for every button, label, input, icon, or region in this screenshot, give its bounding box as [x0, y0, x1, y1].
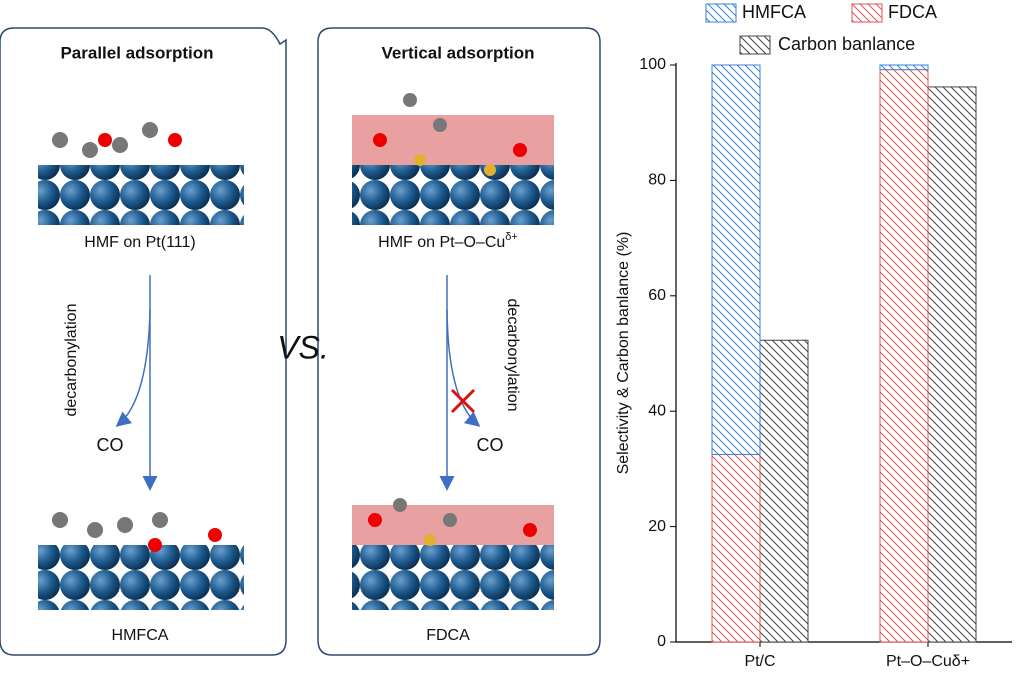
y-tick-label: 40 [648, 402, 666, 419]
legend-label: HMFCA [742, 2, 806, 22]
y-tick-label: 80 [648, 172, 666, 189]
label: HMF on Pt(111) [84, 234, 195, 251]
legend-swatch [739, 35, 771, 55]
superscript: δ+ [505, 231, 518, 243]
panel-title: Parallel adsorption [60, 43, 213, 62]
y-axis-title: Selectivity & Carbon banlance (%) [615, 232, 632, 475]
legend-swatch [705, 3, 737, 23]
label: HMFCA [112, 627, 169, 644]
legend-label: FDCA [888, 2, 937, 22]
bar [879, 69, 929, 643]
bar [759, 339, 809, 643]
cross [450, 388, 476, 414]
label: CO [97, 435, 124, 455]
x-tick-label: Pt/C [744, 653, 775, 670]
label: CO [477, 435, 504, 455]
arrow [446, 309, 481, 427]
y-tick-label: 100 [639, 56, 666, 73]
label: FDCA [426, 627, 470, 644]
label: HMF on Pt–O–Cu [378, 234, 505, 251]
y-tick-label: 0 [657, 633, 666, 650]
surface [38, 545, 244, 610]
bar [927, 86, 977, 643]
arrow-label: decarbonylation [63, 304, 80, 417]
surface [352, 165, 554, 225]
chart: Selectivity & Carbon banlance (%) 0 20 40 6… [615, 2, 1012, 670]
surface [38, 165, 244, 225]
x-tick-label: Pt–O–Cuδ+ [886, 653, 970, 670]
bar [879, 64, 929, 71]
y-tick-label: 20 [648, 518, 666, 535]
panel [0, 27, 287, 656]
molecule [52, 93, 554, 552]
arrow-label: decarbonylation [504, 299, 521, 412]
surface [352, 545, 554, 610]
panel-title: Vertical adsorption [381, 43, 534, 62]
bar [711, 453, 761, 643]
legend-swatch [851, 3, 883, 23]
panel [317, 27, 601, 656]
legend-label: Carbon banlance [778, 34, 915, 54]
y-tick-label: 60 [648, 287, 666, 304]
vs-label: VS. [277, 329, 329, 365]
bar [711, 64, 761, 455]
arrow [115, 309, 151, 427]
label: HMF on Pt–O–Cuδ+ [378, 231, 518, 251]
